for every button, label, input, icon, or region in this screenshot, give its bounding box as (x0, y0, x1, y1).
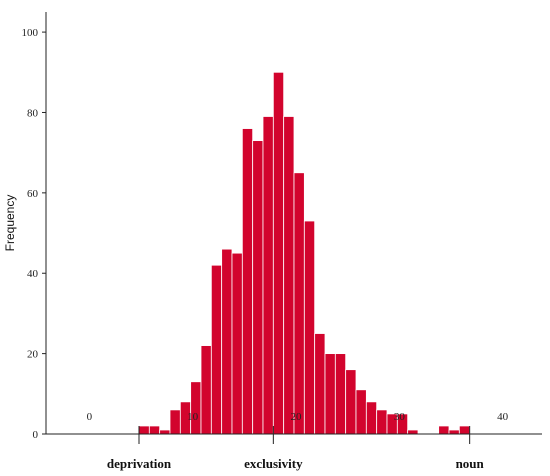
histogram-bar (221, 248, 233, 435)
histogram-bar (231, 252, 243, 435)
y-ticks-group: 0 20 40 60 80 100 (22, 27, 46, 441)
histogram-bar (324, 353, 336, 435)
x-tick-label: 40 (497, 411, 509, 423)
y-tick-label: 60 (27, 188, 39, 200)
histogram-bar (365, 401, 378, 435)
histogram-bar (148, 425, 161, 435)
histogram-bar (272, 71, 285, 435)
histogram-bar (355, 389, 367, 435)
y-tick-label: 40 (27, 268, 39, 280)
histogram-bar (262, 116, 274, 435)
histogram-bar (407, 429, 419, 435)
annotation-ticks-group: deprivation exclusivity noun (107, 426, 485, 471)
bars-group (138, 71, 471, 435)
histogram-bar (210, 264, 223, 435)
y-tick-label: 0 (33, 429, 39, 441)
histogram-bar (252, 140, 264, 435)
y-axis-label: Frequency (3, 195, 17, 252)
histogram-bar (334, 353, 347, 435)
histogram-bar (376, 409, 388, 435)
histogram-bar (169, 409, 181, 435)
histogram-bar (314, 333, 326, 435)
annotation-label: exclusivity (244, 456, 303, 471)
y-tick-label: 20 (27, 349, 39, 361)
histogram-bar (303, 220, 316, 435)
x-tick-label: 30 (394, 411, 406, 423)
histogram-bar (448, 429, 460, 435)
histogram-bar (241, 128, 254, 435)
histogram-bar (293, 172, 305, 435)
x-ticks-group: 0 10 20 30 40 (87, 411, 509, 423)
x-tick-label: 0 (87, 411, 93, 423)
annotation-label: noun (456, 456, 485, 471)
histogram-bar (190, 381, 202, 435)
histogram-bar (159, 429, 171, 435)
x-tick-label: 20 (291, 411, 303, 423)
histogram-bar (458, 425, 471, 435)
histogram-bar (438, 425, 450, 435)
histogram-bar (138, 425, 150, 435)
histogram-bar (345, 369, 357, 435)
histogram-bar (283, 116, 295, 435)
y-tick-label: 100 (22, 27, 39, 39)
histogram-bar (200, 345, 212, 435)
annotation-label: deprivation (107, 456, 172, 471)
x-tick-label: 10 (187, 411, 199, 423)
y-tick-label: 80 (27, 107, 39, 119)
